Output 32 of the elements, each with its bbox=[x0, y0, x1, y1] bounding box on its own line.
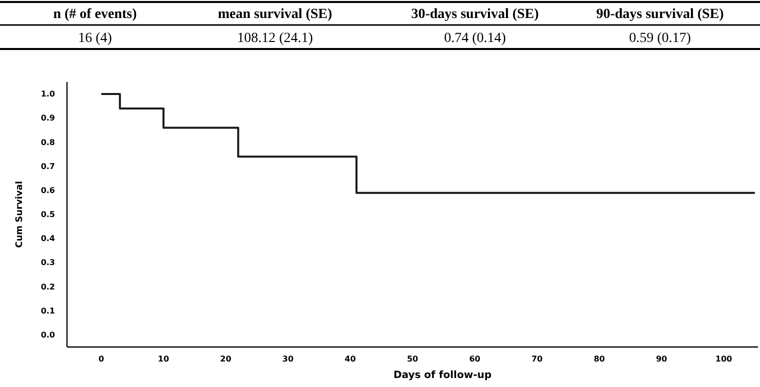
y-tick-label: 0.2 bbox=[40, 282, 55, 292]
y-tick-label: 0.7 bbox=[40, 162, 55, 171]
x-tick-label: 80 bbox=[594, 354, 606, 364]
y-tick-label: 0.3 bbox=[40, 258, 55, 268]
x-tick-label: 60 bbox=[469, 354, 481, 364]
text: 16 (4) bbox=[78, 31, 112, 46]
y-tick-label: 0.9 bbox=[40, 114, 56, 123]
text: mean survival (SE) bbox=[218, 7, 333, 22]
y-tick-label: 0.8 bbox=[40, 138, 56, 147]
y-axis-title: Cum Survival bbox=[15, 181, 25, 248]
text: 108.12 (24.1) bbox=[237, 31, 314, 46]
text: 30-days survival (SE) bbox=[411, 7, 540, 22]
y-tick-label: 0.5 bbox=[40, 210, 56, 220]
x-tick-label: 90 bbox=[656, 354, 668, 364]
text: 0.74 (0.14) bbox=[444, 31, 506, 46]
text: n (# of events) bbox=[53, 7, 138, 22]
y-tick-label: 0.0 bbox=[40, 330, 56, 340]
x-tick-label: 20 bbox=[220, 354, 232, 364]
x-tick-label: 40 bbox=[344, 354, 356, 364]
y-tick-label: 0.4 bbox=[40, 234, 56, 244]
x-tick-label: 70 bbox=[531, 354, 543, 364]
x-tick-label: 0 bbox=[98, 354, 104, 364]
x-tick-label: 100 bbox=[715, 354, 733, 364]
x-tick-label: 50 bbox=[406, 354, 418, 364]
text: 90-days survival (SE) bbox=[596, 7, 724, 22]
y-tick-label: 0.6 bbox=[40, 186, 56, 195]
y-tick-label: 0.1 bbox=[40, 306, 56, 316]
x-tick-label: 10 bbox=[158, 354, 170, 364]
text: 0.59 (0.17) bbox=[629, 31, 692, 46]
y-tick-label: 1.0 bbox=[40, 90, 56, 99]
x-tick-label: 30 bbox=[282, 354, 294, 364]
x-axis-title: Days of follow-up bbox=[393, 370, 492, 381]
